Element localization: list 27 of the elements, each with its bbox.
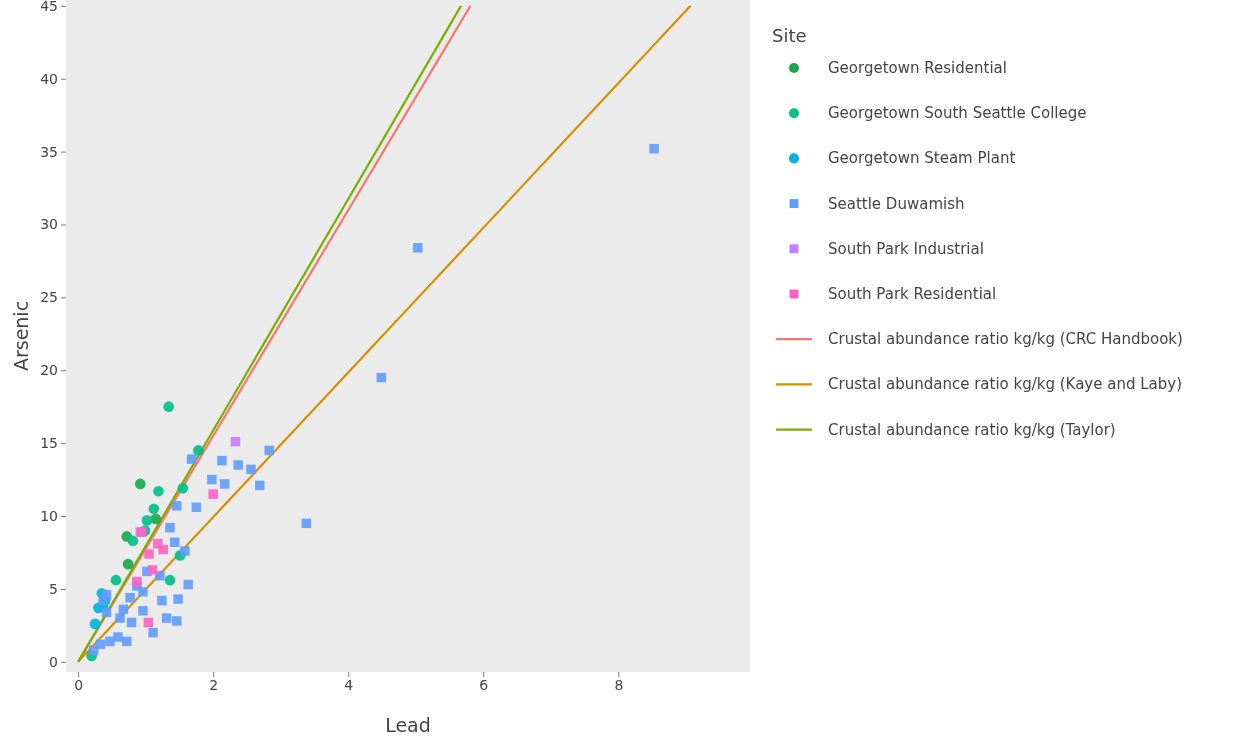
- y-tick-label: 35: [40, 143, 58, 160]
- y-tick-label: 10: [40, 508, 58, 525]
- y-tick-label: 0: [49, 653, 58, 670]
- y-tick-label: 30: [40, 216, 58, 233]
- legend-title: Site: [772, 25, 807, 46]
- y-tick-label: 15: [40, 435, 58, 452]
- legend-label: South Park Industrial: [828, 239, 984, 258]
- y-tick-label: 5: [49, 580, 58, 597]
- legend-label: Crustal abundance ratio kg/kg (Taylor): [828, 420, 1116, 439]
- x-tick-label: 2: [209, 676, 219, 693]
- y-axis-title: Arsenic: [10, 300, 32, 372]
- x-tick-label: 0: [74, 676, 84, 693]
- legend-label: Georgetown South Seattle College: [828, 104, 1087, 123]
- y-tick-label: 25: [40, 289, 58, 306]
- legend-label: Georgetown Steam Plant: [828, 149, 1016, 168]
- x-tick-label: 8: [614, 676, 624, 693]
- x-tick-label: 6: [479, 676, 489, 693]
- legend-label: Crustal abundance ratio kg/kg (CRC Handbook): [828, 330, 1183, 349]
- x-axis-title: Lead: [385, 714, 431, 736]
- legend-label: Georgetown Residential: [828, 59, 1007, 77]
- x-tick-label: 4: [344, 676, 354, 693]
- y-tick-label: 20: [40, 362, 58, 379]
- legend-label: Crustal abundance ratio kg/kg (Kaye and Laby): [828, 375, 1183, 394]
- y-tick-label: 40: [40, 70, 58, 87]
- y-tick-label: 45: [40, 0, 58, 14]
- legend-label: Seattle Duwamish: [828, 194, 965, 213]
- legend-label: South Park Residential: [828, 285, 997, 303]
